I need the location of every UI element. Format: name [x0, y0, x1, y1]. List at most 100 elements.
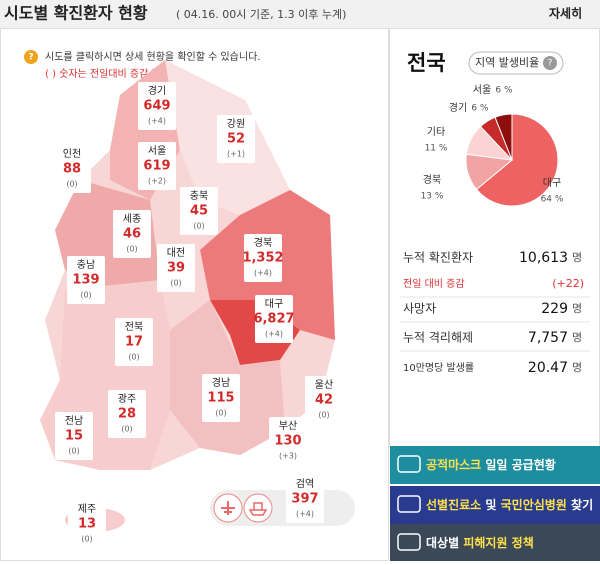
region-count[interactable]: 6,827	[253, 312, 294, 327]
region-box[interactable]	[68, 500, 106, 548]
region-box[interactable]	[138, 82, 176, 130]
region-name[interactable]: 광주	[118, 393, 136, 405]
region-count[interactable]: 139	[72, 273, 99, 288]
button-text-part[interactable]: 일일 공급현황	[481, 457, 556, 472]
pie-value-label: 6 %	[495, 86, 513, 96]
region-count[interactable]: 115	[207, 391, 234, 406]
button-text-part[interactable]: 대상별	[426, 535, 463, 550]
region-box[interactable]	[115, 318, 153, 366]
region-box[interactable]	[305, 376, 343, 424]
region-box[interactable]	[138, 142, 176, 190]
region-change[interactable]: (+2)	[148, 177, 166, 186]
region-name[interactable]: 전북	[125, 321, 143, 333]
region-count[interactable]: 42	[315, 393, 333, 408]
ratio-button-text[interactable]: 지역 발생비율	[475, 56, 539, 69]
region-change[interactable]: (0)	[66, 180, 77, 189]
region-box[interactable]	[286, 475, 324, 523]
ratio-button[interactable]	[468, 51, 564, 75]
region-count[interactable]: 39	[167, 261, 185, 276]
region-count[interactable]: 649	[143, 99, 170, 114]
summary-label: 10만명당 발생률	[403, 362, 474, 374]
region-name[interactable]: 서울	[148, 145, 166, 157]
region-box[interactable]	[108, 390, 146, 438]
region-name[interactable]: 인천	[63, 148, 81, 160]
region-change[interactable]: (+4)	[148, 117, 166, 126]
region-change[interactable]: (+3)	[279, 452, 297, 461]
region-name[interactable]: 강원	[227, 118, 245, 130]
region-count[interactable]: 15	[65, 429, 83, 444]
region-box[interactable]	[180, 187, 218, 235]
region-change[interactable]: (0)	[128, 353, 139, 362]
link-button[interactable]	[390, 446, 600, 484]
region-name[interactable]: 부산	[279, 420, 297, 432]
region-change[interactable]: (0)	[81, 535, 92, 544]
region-change[interactable]: (+4)	[296, 510, 314, 519]
region-name[interactable]: 울산	[315, 379, 333, 391]
region-count[interactable]: 397	[291, 492, 318, 507]
region-count[interactable]: 28	[118, 407, 136, 422]
region-name[interactable]: 대구	[265, 298, 283, 310]
region-name[interactable]: 경북	[254, 236, 272, 249]
region-name[interactable]: 검역	[296, 478, 314, 490]
pie-label: 경기	[449, 101, 467, 114]
summary-rows: 누적 확진환자 10,613 명전일 대비 증감 (+22)사망자 229 명누적 격리해…	[400, 250, 590, 376]
region-count[interactable]: 46	[123, 227, 141, 242]
region-change[interactable]: (0)	[80, 291, 91, 300]
button-text[interactable]: 선별진료소 및 국민안심병원 찾기	[426, 497, 593, 512]
button-text-part[interactable]: 공적마스크	[426, 457, 481, 472]
region-name[interactable]: 경기	[148, 84, 166, 97]
region-count[interactable]: 17	[125, 335, 143, 350]
subtitle: ( 04.16. 00시 기준, 1.3 이후 누계)	[176, 8, 346, 21]
button-text[interactable]: 대상별 피해지원 정책	[426, 535, 534, 550]
region-count[interactable]: 88	[63, 162, 81, 177]
region-name[interactable]: 충북	[190, 190, 208, 202]
region-count[interactable]: 45	[190, 204, 208, 219]
region-box[interactable]	[217, 115, 255, 163]
button-text-part[interactable]: 찾기	[567, 497, 593, 512]
more-link[interactable]: 자세히	[549, 6, 582, 21]
link-button[interactable]	[390, 486, 600, 524]
region-name[interactable]: 대전	[167, 247, 185, 259]
region-change[interactable]: (+4)	[265, 330, 283, 339]
button-text-part[interactable]: 선별진료소	[426, 497, 481, 512]
region-change[interactable]: (0)	[193, 222, 204, 231]
region-name[interactable]: 제주	[78, 503, 96, 515]
region-change[interactable]: (0)	[121, 425, 132, 434]
region-name[interactable]: 세종	[123, 213, 141, 225]
region-box[interactable]	[255, 295, 293, 343]
summary-unit: 명	[572, 251, 582, 264]
region-box[interactable]	[157, 244, 195, 292]
region-change[interactable]: (0)	[126, 245, 137, 254]
region-count[interactable]: 1,352	[242, 251, 283, 266]
button-text-part[interactable]: 국민안심병원	[501, 497, 567, 512]
region-count[interactable]: 619	[143, 159, 170, 174]
button-text-part[interactable]: 및	[481, 497, 500, 512]
region-name[interactable]: 전남	[65, 415, 83, 427]
region-count[interactable]: 13	[78, 517, 96, 532]
summary-label: 누적 확진환자	[403, 251, 473, 265]
region-change[interactable]: (0)	[318, 411, 329, 420]
region-box[interactable]	[55, 412, 93, 460]
region-box[interactable]	[53, 145, 91, 193]
region-box[interactable]	[113, 210, 151, 258]
region-change[interactable]: (+1)	[227, 150, 245, 159]
link-button[interactable]	[390, 524, 600, 561]
region-change[interactable]: (+4)	[254, 269, 272, 278]
notice-icon-text: ?	[28, 53, 33, 63]
button-text-part[interactable]: 피해지원 정책	[463, 535, 533, 550]
region-change[interactable]: (0)	[68, 447, 79, 456]
region-count[interactable]: 52	[227, 132, 245, 147]
region-name[interactable]: 경남	[212, 376, 230, 389]
region-box[interactable]	[269, 417, 307, 465]
region-box[interactable]	[67, 256, 105, 304]
region-box[interactable]	[244, 234, 282, 282]
region-count[interactable]: 130	[274, 434, 301, 449]
button-text[interactable]: 공적마스크 일일 공급현황	[426, 457, 556, 472]
region-change[interactable]: (0)	[170, 279, 181, 288]
help-icon[interactable]	[543, 56, 557, 70]
title: 시도별 확진환자 현황	[4, 4, 148, 23]
region-change[interactable]: (0)	[215, 409, 226, 418]
region-box[interactable]	[202, 374, 240, 422]
region-name[interactable]: 충남	[77, 259, 95, 271]
